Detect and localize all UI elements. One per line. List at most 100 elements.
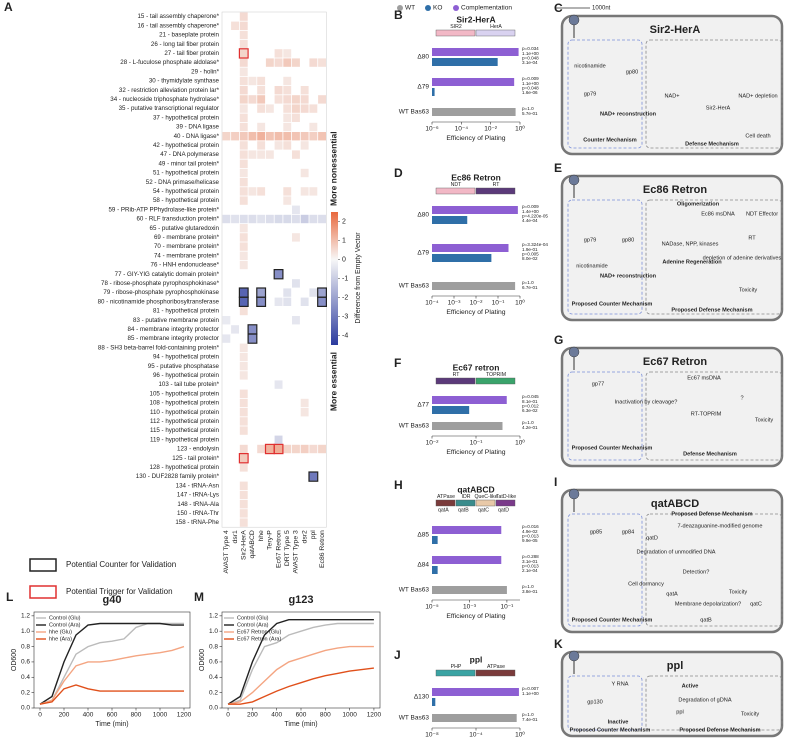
heatmap-cell xyxy=(239,463,248,472)
schematic-label: Toxicity xyxy=(739,287,758,293)
defense-box xyxy=(645,513,783,627)
row-label: 84 - membrane integrity protector xyxy=(128,326,219,333)
gene xyxy=(435,187,476,195)
schematic-label: Toxicity xyxy=(729,589,748,595)
row-label: 40 - DNA ligase* xyxy=(174,133,220,140)
heatmap-cell xyxy=(300,95,309,104)
panel-letter: K xyxy=(554,637,563,651)
group-label: Δ85 xyxy=(417,532,429,539)
heatmap-cell xyxy=(318,444,326,454)
bar xyxy=(432,58,498,66)
candidate-box xyxy=(247,333,258,344)
legend-swatch xyxy=(29,585,57,599)
heatmap-cell xyxy=(265,444,274,454)
heatmap-cell xyxy=(292,316,300,325)
x-axis-label: Efficiency of Plating xyxy=(446,449,505,456)
heatmap-cell xyxy=(300,398,309,408)
heatmap-cell xyxy=(283,49,292,58)
heatmap-cell xyxy=(239,12,248,21)
legend-label: Potential Counter for Validation xyxy=(66,560,176,569)
schematic-label: Degradation of gDNA xyxy=(678,697,731,703)
defense-box xyxy=(645,199,783,315)
heatmap-cell xyxy=(274,141,283,150)
row-label: 47 - DNA polymerase xyxy=(160,151,219,158)
gene-sublabel: qatA xyxy=(438,507,449,513)
heatmap-cell xyxy=(257,95,266,104)
legend-label: WT xyxy=(405,5,415,12)
heatmap-cell xyxy=(257,122,266,132)
bar xyxy=(432,108,516,116)
colorbar-tick-label: 0 xyxy=(342,256,346,263)
heatmap-cell xyxy=(283,86,292,95)
schematic-label: RT-TOPRIM xyxy=(691,411,722,417)
legend-label: hhe (Glu) xyxy=(49,629,72,635)
heatmap-cell xyxy=(239,233,248,242)
x-tick-label: 400 xyxy=(271,712,282,719)
x-tick-label: 10⁰ xyxy=(515,125,525,133)
panel-letter: C xyxy=(554,1,563,15)
row-label: 158 - tRNA-Phe xyxy=(175,519,219,526)
schematic-label: Degradation of unmodified DNA xyxy=(637,549,716,555)
heatmap-cell xyxy=(231,325,239,334)
candidate-box xyxy=(238,453,249,464)
gene-label: RT xyxy=(453,372,461,378)
heatmap-cell xyxy=(274,435,283,444)
p-value: p=3.324e-04 xyxy=(522,242,548,247)
legend-label: Ec67 Retron (Glu) xyxy=(237,629,281,635)
x-axis-label: Efficiency of Plating xyxy=(446,613,505,620)
heatmap-cell xyxy=(257,150,266,159)
candidate-box xyxy=(238,296,249,308)
x-tick-label: 10⁻³ xyxy=(448,300,462,307)
x-tick-label: 10⁻¹ xyxy=(492,300,506,307)
row-label: 65 - putative glutaredoxin xyxy=(150,225,220,232)
bar xyxy=(432,78,515,86)
column-label: Ec86 Retron xyxy=(319,530,326,568)
x-tick-label: 0 xyxy=(38,712,42,719)
row-label: 78 - ribose-phosphate pyrophosphokinase* xyxy=(101,280,220,287)
p-value: 1.1e+00 xyxy=(522,81,539,86)
gene-sublabel: qatC xyxy=(478,507,489,513)
legend-label: Control (Ara) xyxy=(49,622,81,628)
heatmap-cell xyxy=(292,444,300,454)
row-label: 26 - long tail fiber protein xyxy=(151,41,220,48)
heatmap-cell xyxy=(274,297,283,306)
heatmap-cell xyxy=(274,214,283,224)
heatmap-cell xyxy=(239,260,248,270)
row-label: 148 - tRNA-Ala xyxy=(177,501,219,508)
panel-letter: I xyxy=(554,475,557,489)
heatmap-cell xyxy=(283,76,292,86)
schematic-label: Counter Mechanism xyxy=(583,137,636,143)
heatmap-cell xyxy=(300,408,309,417)
y-tick-label: 1.2 xyxy=(21,613,30,620)
colorbar-note: More nonessential xyxy=(328,131,338,206)
colorbar-tick-label: -4 xyxy=(342,332,348,339)
p-value: 5.7e-01 xyxy=(522,111,538,116)
heatmap-cell xyxy=(300,86,309,95)
p-value: 1.1e+00 xyxy=(522,691,539,696)
heatmap-cell xyxy=(248,325,257,334)
schematic-label: NAD+ reconstruction xyxy=(600,111,657,117)
heatmap-cell xyxy=(239,398,248,408)
y-tick-label: 1.0 xyxy=(21,628,30,635)
heatmap-cell xyxy=(239,417,248,426)
heatmap-cell xyxy=(239,500,248,509)
legend-swatch xyxy=(425,5,431,11)
group-label: WT Bas63 xyxy=(399,283,430,290)
heatmap-cell xyxy=(248,95,257,104)
p-value: 3.8e-01 xyxy=(522,589,538,594)
row-label: 32 - restriction alleviation protein lar… xyxy=(119,87,220,94)
heatmap-cell xyxy=(239,251,248,260)
bar xyxy=(432,396,507,404)
schematic-label: 7-deazaguanine-modified genome xyxy=(678,523,763,529)
heatmap-cell xyxy=(274,444,283,454)
colorbar-tick-label: 1 xyxy=(342,237,346,244)
column-label: Sir2-HerA xyxy=(241,530,248,560)
group-label: Δ84 xyxy=(417,562,429,569)
gene-label: SIR2 xyxy=(450,24,462,30)
row-label: 110 - hypothetical protein xyxy=(150,409,220,416)
heatmap-cell xyxy=(283,95,292,104)
panel-letter: M xyxy=(194,590,204,604)
bar xyxy=(432,714,517,722)
bar xyxy=(432,88,435,96)
bar xyxy=(432,586,507,594)
